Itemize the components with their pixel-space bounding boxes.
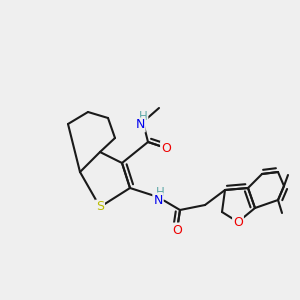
Text: H: H bbox=[156, 185, 164, 199]
Text: N: N bbox=[153, 194, 163, 206]
Text: O: O bbox=[233, 215, 243, 229]
Text: H: H bbox=[139, 110, 147, 124]
Text: N: N bbox=[135, 118, 145, 131]
Text: O: O bbox=[172, 224, 182, 236]
Text: S: S bbox=[96, 200, 104, 214]
Text: O: O bbox=[161, 142, 171, 154]
